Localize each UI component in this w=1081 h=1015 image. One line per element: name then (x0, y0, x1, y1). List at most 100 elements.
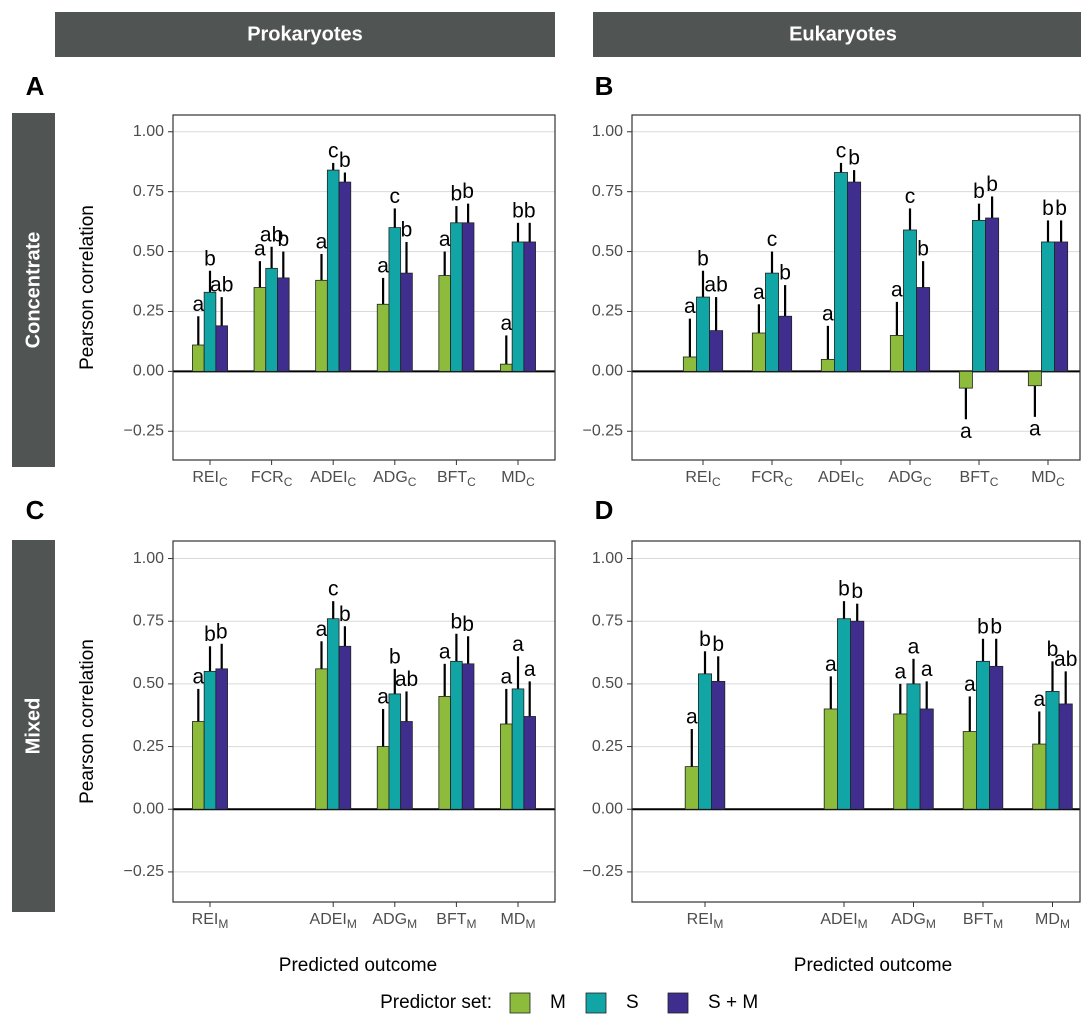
significance-letter: a (822, 302, 834, 325)
category-subscript: M (467, 917, 477, 931)
x-tick-label: MDC (1031, 469, 1065, 489)
significance-letter: b (848, 147, 860, 170)
x-tick-label: REIM (687, 911, 724, 931)
category-subscript: C (784, 475, 793, 489)
x-tick-label: BFTM (436, 911, 476, 931)
y-tick-label: −0.25 (583, 863, 624, 880)
bar (836, 618, 852, 810)
panel-label: A (26, 71, 45, 101)
significance-letter: a (921, 658, 933, 681)
x-tick-label: FCRC (751, 469, 793, 489)
significance-letter: a (825, 653, 837, 676)
significance-letter: b (986, 173, 998, 196)
significance-letter: a (192, 293, 204, 316)
y-tick-label: 0.25 (133, 738, 164, 755)
significance-letter: a (439, 640, 451, 663)
category-subscript: C (284, 475, 293, 489)
panel-label: B (595, 71, 614, 101)
column-strip (593, 12, 1081, 57)
bar (376, 746, 390, 810)
significance-letter: b (1047, 638, 1059, 661)
significance-letter: b (712, 633, 724, 656)
y-tick-label: 0.00 (592, 800, 623, 817)
y-tick-label: 1.00 (133, 123, 164, 140)
x-tick-label: REIC (685, 469, 721, 489)
bar (192, 344, 205, 372)
significance-letter: a (1029, 417, 1041, 440)
category-name: MD (1035, 911, 1060, 928)
significance-letter: a (377, 254, 389, 277)
y-tick-label: 0.00 (133, 363, 164, 380)
bar (765, 272, 779, 372)
column-strip (55, 12, 555, 57)
bar (823, 708, 838, 810)
significance-letter: a (500, 665, 512, 688)
bar (511, 688, 525, 810)
plot-border (172, 540, 556, 903)
x-tick-label: FCRC (251, 469, 293, 489)
category-subscript: M (347, 917, 357, 931)
significance-letter: b (339, 603, 351, 626)
y-tick-label: 0.50 (592, 675, 623, 692)
category-name: FCR (251, 469, 284, 486)
bar (1027, 370, 1042, 387)
category-subscript: C (855, 475, 864, 489)
significance-letter: b (524, 199, 536, 222)
bar (338, 181, 352, 372)
significance-letter: b (462, 613, 474, 636)
significance-letter: a (254, 238, 266, 261)
significance-letter: b (451, 610, 463, 633)
category-name: BFT (437, 469, 467, 486)
significance-letter: a (894, 660, 906, 683)
x-tick-label: ADGM (891, 911, 936, 931)
y-axis-label: Pearson correlation (77, 205, 98, 370)
bar (461, 663, 475, 810)
x-tick-label: BFTM (963, 911, 1003, 931)
x-tick-label: MDC (501, 469, 535, 489)
bar (975, 660, 991, 810)
category-subscript: C (219, 475, 228, 489)
bar (820, 358, 835, 372)
plot-background (173, 115, 555, 460)
category-name: MD (1031, 469, 1056, 486)
category-subscript: C (467, 475, 476, 489)
y-tick-label: 0.50 (592, 243, 623, 260)
legend-label: S (626, 992, 639, 1013)
x-tick-label: REIC (192, 469, 228, 489)
significance-letter: a (684, 295, 696, 318)
bar (751, 332, 766, 372)
plot-background (173, 541, 555, 902)
category-name: ADG (372, 911, 407, 928)
category-subscript: C (526, 475, 535, 489)
significance-letter: c (767, 228, 778, 251)
significance-letter: b (462, 180, 474, 203)
bar (253, 287, 267, 372)
significance-letter: ab (704, 274, 727, 297)
y-tick-label: 1.00 (592, 123, 623, 140)
x-tick-label: ADGC (373, 469, 417, 489)
category-name: ADEI (310, 911, 347, 928)
category-name: REI (685, 469, 712, 486)
row-label: Mixed (22, 698, 44, 755)
x-tick-label: ADEIM (310, 911, 357, 931)
x-tick-label: REIM (192, 911, 229, 931)
y-axis-label: Pearson correlation (77, 639, 98, 804)
bar (315, 668, 328, 810)
category-subscript: M (858, 917, 868, 931)
bar (203, 670, 217, 810)
significance-letter: a (964, 673, 976, 696)
significance-letter: c (328, 578, 339, 601)
category-name: BFT (960, 469, 990, 486)
category-subscript: C (348, 475, 357, 489)
significance-letter: a (908, 635, 920, 658)
bar (682, 356, 697, 372)
category-name: REI (192, 469, 219, 486)
x-axis-label: Predicted outcome (279, 955, 437, 976)
row-strip (12, 113, 55, 467)
row-label: Concentrate (22, 232, 44, 349)
significance-letter: b (697, 247, 709, 270)
significance-letter: a (524, 658, 536, 681)
significance-letter: a (753, 281, 765, 304)
bar (523, 716, 536, 810)
category-name: REI (192, 911, 219, 928)
